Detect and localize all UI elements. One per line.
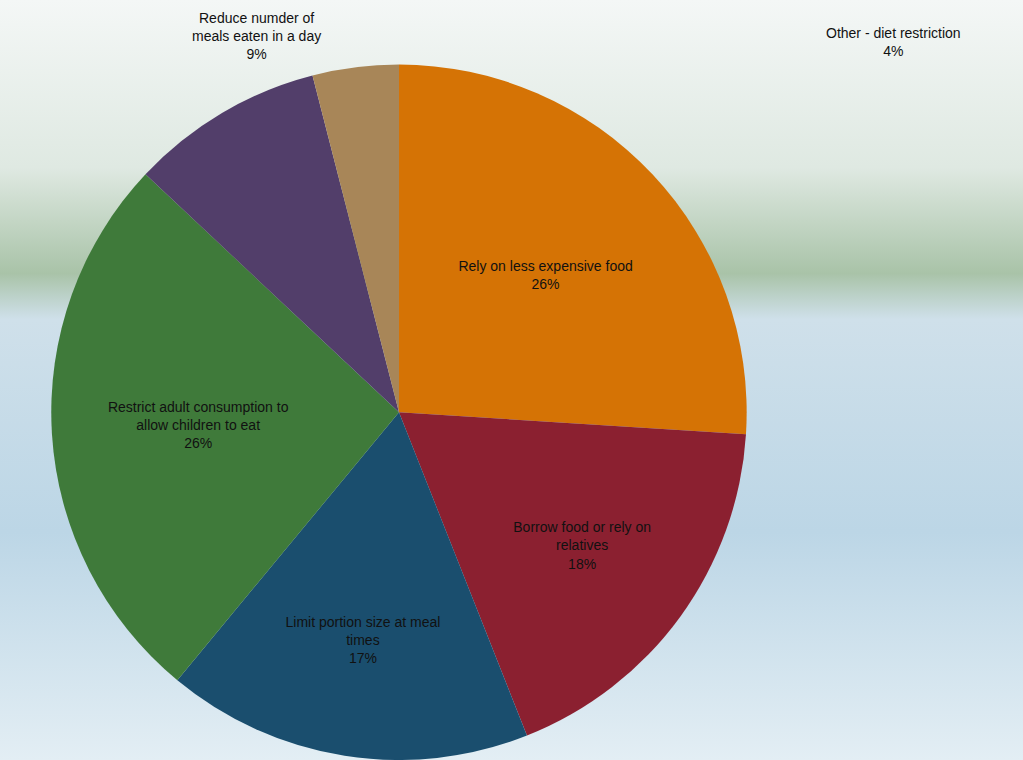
svg-text:Restrict adult consumption toa: Restrict adult consumption toallow child… — [108, 399, 289, 451]
svg-text:Rely on less expensive food26%: Rely on less expensive food26% — [458, 258, 632, 292]
svg-text:Other - diet restriction4%: Other - diet restriction4% — [826, 25, 961, 59]
svg-text:Reduce numder ofmeals eaten in: Reduce numder ofmeals eaten in a day9% — [192, 10, 321, 62]
svg-text:Borrow food or rely onrelative: Borrow food or rely onrelatives18% — [513, 519, 651, 571]
svg-text:Limit portion size at mealtime: Limit portion size at mealtimes17% — [286, 614, 441, 666]
